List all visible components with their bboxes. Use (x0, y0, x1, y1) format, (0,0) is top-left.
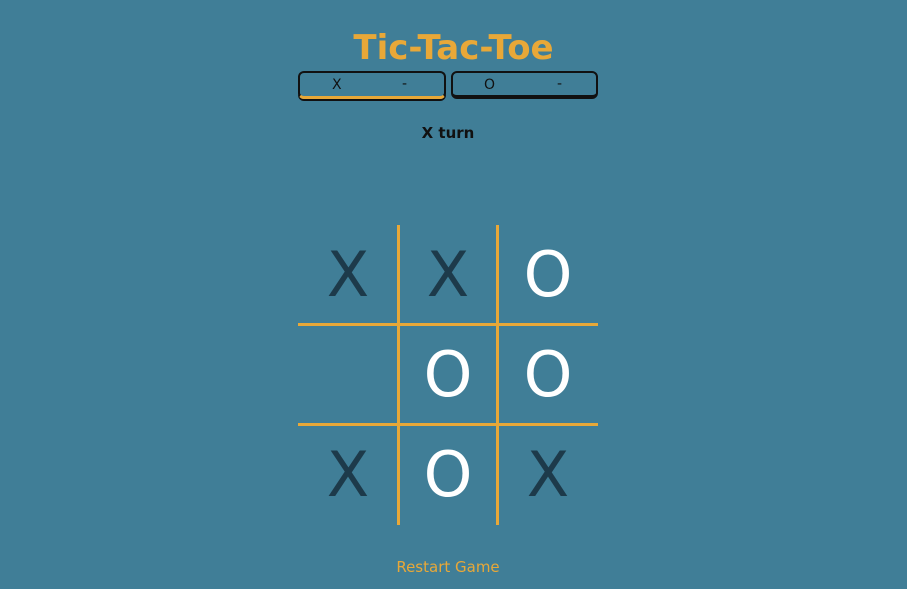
game-board: X X O O O X O X (298, 225, 598, 525)
grid-line-vertical-1 (397, 225, 400, 525)
grid-line-vertical-2 (496, 225, 499, 525)
player-label-o: O (484, 77, 496, 93)
score-box-o[interactable]: O - (451, 71, 598, 99)
turn-indicator: X turn (421, 124, 475, 142)
grid-line-horizontal-1 (298, 323, 598, 326)
board-cell-6[interactable]: X (326, 438, 370, 511)
score-box-x[interactable]: X - (298, 71, 446, 99)
board-cell-0[interactable]: X (326, 238, 370, 311)
board-cell-4[interactable]: O (423, 338, 473, 411)
player-score-x: - (402, 76, 408, 92)
board-cell-1[interactable]: X (426, 238, 470, 311)
grid-line-horizontal-2 (298, 423, 598, 426)
scoreboard: X - O - (298, 71, 598, 103)
board-cell-2[interactable]: O (523, 238, 573, 311)
board-cell-5[interactable]: O (523, 338, 573, 411)
board-cell-8[interactable]: X (526, 438, 570, 511)
restart-game-button[interactable]: Restart Game (0, 557, 896, 577)
game-title: Tic-Tac-Toe (353, 27, 554, 68)
board-cell-3[interactable] (298, 325, 398, 425)
player-label-x: X (332, 77, 342, 93)
board-cell-7[interactable]: O (423, 438, 473, 511)
player-score-o: - (557, 76, 563, 92)
